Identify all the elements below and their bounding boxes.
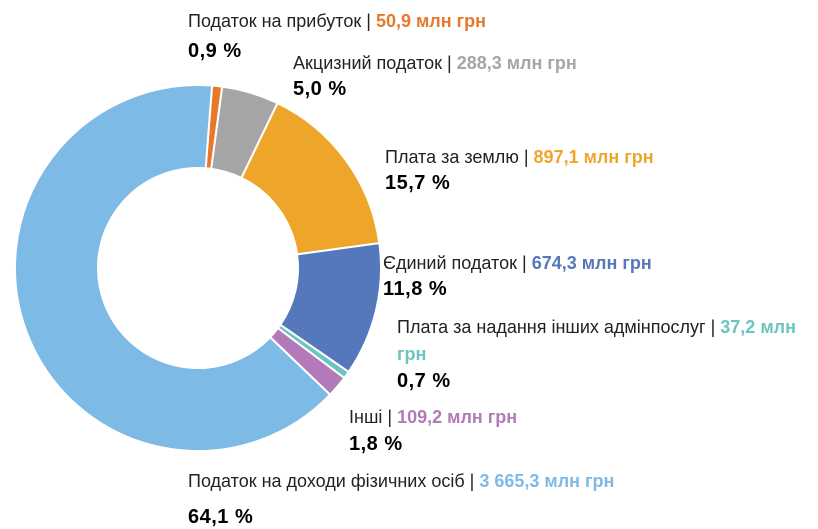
slice-label: Плата за надання інших адмінпослуг | 37,… <box>397 314 807 368</box>
amount-label: 109,2 млн грн <box>397 407 518 427</box>
amount-label: 3 665,3 млн грн <box>479 471 615 491</box>
slice-label: Плата за землю | 897,1 млн грн <box>385 144 654 171</box>
percent-label: 0,9 % <box>188 40 242 62</box>
category-name: Акцизний податок <box>293 53 442 73</box>
category-name: Податок на прибуток <box>188 11 362 31</box>
separator: | <box>446 53 452 73</box>
separator: | <box>366 11 371 31</box>
percent-label: 11,8 % <box>383 278 448 300</box>
separator: | <box>710 317 716 337</box>
percent-label: 5,0 % <box>293 78 347 100</box>
slice-label: Податок на доходи фізичних осіб | 3 665,… <box>188 468 614 495</box>
slice-label: Інші | 109,2 млн грн <box>349 404 517 431</box>
amount-label: 37,2 млн грн <box>397 317 796 364</box>
separator: | <box>469 471 475 491</box>
amount-label: 288,3 млн грн <box>456 53 577 73</box>
category-name: Податок на доходи фізичних осіб <box>188 471 465 491</box>
slice-label: Податок на прибуток | 50,9 млн грн <box>188 8 486 35</box>
separator: | <box>523 147 529 167</box>
separator: | <box>521 253 527 273</box>
amount-label: 674,3 млн грн <box>531 253 652 273</box>
amount-label: 897,1 млн грн <box>533 147 654 167</box>
slice-label: Єдиний податок | 674,3 млн грн <box>383 250 652 277</box>
slice-label: Акцизний податок | 288,3 млн грн <box>293 50 577 77</box>
category-name: Плата за надання інших адмінпослуг <box>397 317 706 337</box>
separator: | <box>387 407 393 427</box>
percent-label: 64,1 % <box>188 506 254 528</box>
slice <box>14 84 332 452</box>
category-name: Інші <box>349 407 383 427</box>
category-name: Єдиний податок <box>383 253 517 273</box>
percent-label: 0,7 % <box>397 370 451 392</box>
amount-label: 50,9 млн грн <box>375 11 486 31</box>
category-name: Плата за землю <box>385 147 519 167</box>
percent-label: 15,7 % <box>385 172 451 194</box>
percent-label: 1,8 % <box>349 433 403 455</box>
